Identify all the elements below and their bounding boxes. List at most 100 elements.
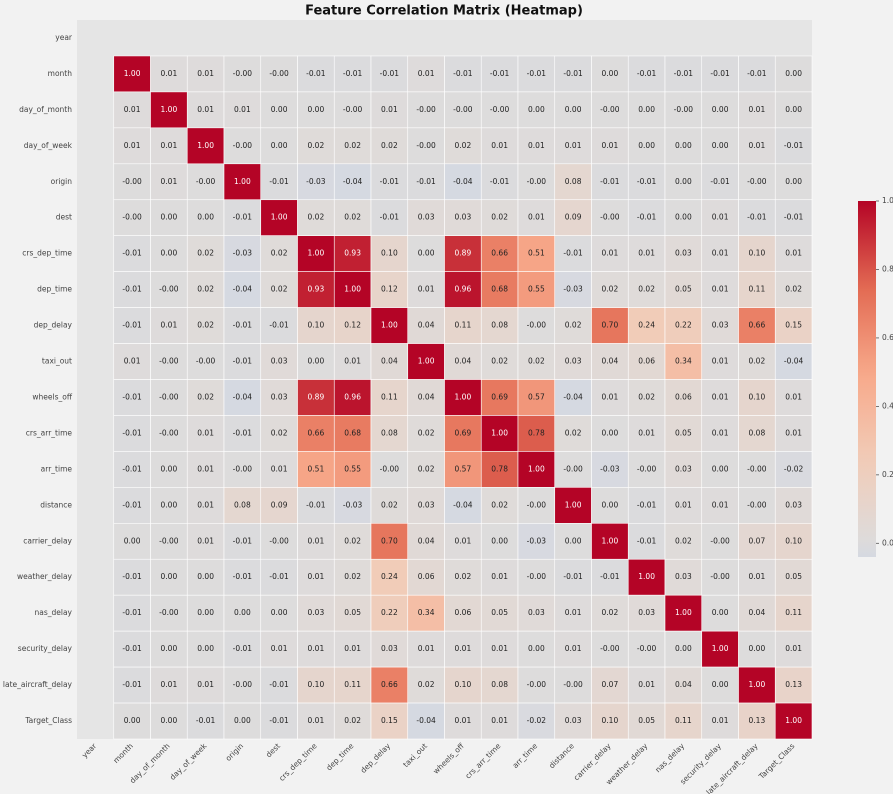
cell-label: 0.11: [344, 680, 361, 689]
cell-label: 0.02: [418, 680, 435, 689]
cell-label: 0.55: [528, 285, 545, 294]
colorbar-tick-label: 0.8: [882, 264, 893, 273]
cell-label: 0.11: [675, 716, 692, 725]
cell: [701, 630, 739, 668]
cell-label: 0.00: [124, 716, 141, 725]
cell: [774, 307, 813, 344]
cell-label: 0.01: [565, 141, 582, 150]
cell-label: 0.02: [344, 141, 361, 150]
cell: [480, 594, 519, 632]
cell-label: -0.00: [710, 572, 730, 581]
cell-label: 0.01: [418, 69, 435, 78]
cell-label: 0.02: [491, 500, 508, 509]
cell-label: 0.10: [455, 680, 472, 689]
y-tick-label: crs_dep_time: [22, 249, 72, 258]
cell: [444, 702, 482, 740]
cell: [664, 630, 703, 668]
cell: [701, 91, 739, 129]
cell: [664, 558, 703, 596]
cell: [517, 666, 556, 704]
cell: [150, 379, 188, 416]
cell-label: -0.00: [196, 177, 216, 186]
cell: [297, 163, 335, 201]
cell-label: -0.01: [710, 69, 730, 78]
cell: [517, 451, 556, 488]
cell-label: -0.01: [122, 464, 142, 473]
cell-label: 0.00: [602, 69, 619, 78]
cell-label: 0.00: [675, 177, 692, 186]
cell-label: -0.01: [710, 177, 730, 186]
cell-label: -0.02: [784, 464, 804, 473]
cell-label: 0.24: [381, 572, 398, 581]
cell: [444, 487, 482, 524]
cell: [113, 343, 151, 380]
cell-label: 0.66: [491, 249, 508, 258]
cell-label: 0.01: [418, 285, 435, 294]
cell: [774, 702, 813, 740]
cell-label: 0.00: [712, 608, 729, 617]
cell: [444, 415, 482, 452]
cell-label: -0.01: [637, 500, 657, 509]
cell-label: -0.00: [196, 357, 216, 366]
cell-label: 0.00: [528, 105, 545, 114]
cell-label: -0.01: [380, 177, 400, 186]
cell: [444, 666, 482, 704]
cell-label: 0.02: [602, 285, 619, 294]
cell: [517, 630, 556, 668]
cell-label: -0.01: [122, 500, 142, 509]
y-tick-label: origin: [51, 177, 73, 186]
cell: [150, 522, 188, 560]
y-tick-label: dep_delay: [34, 321, 73, 330]
cell: [591, 415, 629, 452]
cell: [260, 702, 298, 740]
cell-label: 0.04: [418, 392, 435, 401]
cell-label: -0.00: [490, 105, 510, 114]
cell-label: 0.02: [675, 536, 692, 545]
cell-label: 0.12: [344, 321, 361, 330]
cell-label: 0.00: [528, 644, 545, 653]
cell-label: 0.00: [638, 105, 655, 114]
cell-label: 1.00: [344, 285, 361, 294]
cell-label: 0.05: [785, 572, 802, 581]
cell-label: 0.00: [271, 105, 288, 114]
cell-label: 0.00: [308, 357, 325, 366]
cell: [150, 127, 188, 165]
cell: [260, 451, 298, 488]
cell-label: 0.01: [197, 680, 214, 689]
cell-label: 0.05: [491, 608, 508, 617]
cell-label: 0.93: [344, 249, 361, 258]
cell: [591, 666, 629, 704]
y-tick-label: nas_delay: [35, 608, 73, 617]
cell-label: 0.01: [197, 500, 214, 509]
cell: [186, 271, 225, 308]
cell: [627, 127, 666, 165]
cell: [150, 55, 188, 93]
cell: [297, 55, 335, 93]
cell-label: -0.02: [527, 716, 547, 725]
cell: [664, 91, 703, 129]
cell-label: -0.01: [380, 213, 400, 222]
cell: [444, 343, 482, 380]
cell-label: -0.01: [784, 141, 804, 150]
cell-label: -0.01: [233, 357, 253, 366]
cell: [738, 163, 776, 201]
cell: [627, 235, 666, 272]
cell: [664, 666, 703, 704]
colorbar-tick-label: 0.2: [882, 470, 893, 479]
cell-label: 0.00: [749, 644, 766, 653]
cell: [113, 163, 151, 201]
cell: [701, 702, 739, 740]
cell: [223, 451, 262, 488]
cell-label: 0.00: [161, 213, 178, 222]
cell: [297, 594, 335, 632]
cell: [260, 558, 298, 596]
cell: [333, 415, 372, 452]
cell-label: -0.00: [269, 536, 289, 545]
cell-label: -0.04: [233, 285, 253, 294]
cell: [370, 522, 409, 560]
cell: [223, 307, 262, 344]
cell: [701, 271, 739, 308]
cell-label: 0.02: [197, 392, 214, 401]
cell-label: -0.00: [269, 69, 289, 78]
cell: [517, 199, 556, 237]
